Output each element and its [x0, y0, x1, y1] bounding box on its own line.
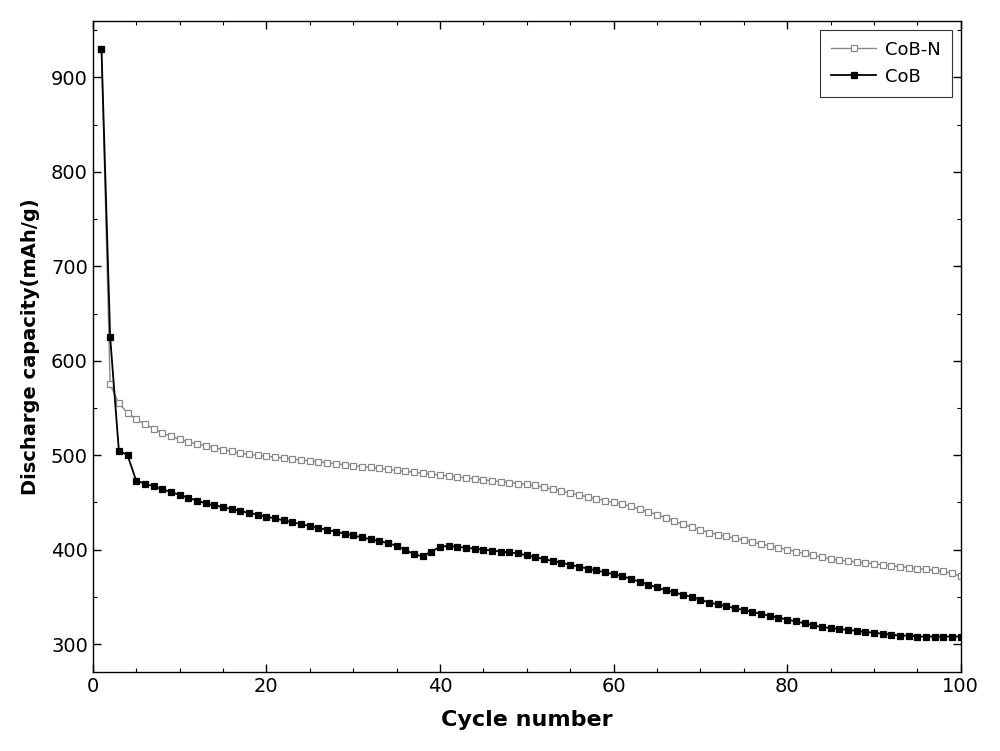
CoB-N — [885, 561, 897, 570]
Line: CoB: CoB — [98, 46, 964, 640]
CoB-N — [911, 564, 923, 573]
Y-axis label: Discharge capacity(mAh/g): Discharge capacity(mAh/g) — [21, 198, 40, 495]
CoB-N — [295, 455, 307, 464]
CoB — [260, 512, 272, 521]
CoB — [295, 520, 307, 529]
CoB — [538, 554, 550, 563]
CoB — [955, 632, 967, 641]
CoB — [911, 632, 923, 641]
CoB — [608, 570, 620, 579]
Line: CoB-N: CoB-N — [98, 46, 964, 579]
CoB — [920, 632, 932, 641]
CoB — [885, 630, 897, 639]
CoB-N — [260, 451, 272, 460]
CoB-N — [95, 44, 107, 53]
X-axis label: Cycle number: Cycle number — [441, 710, 613, 730]
CoB-N — [608, 498, 620, 507]
CoB-N — [955, 572, 967, 581]
Legend: CoB-N, CoB: CoB-N, CoB — [820, 30, 952, 97]
CoB — [95, 44, 107, 53]
CoB-N — [538, 483, 550, 492]
